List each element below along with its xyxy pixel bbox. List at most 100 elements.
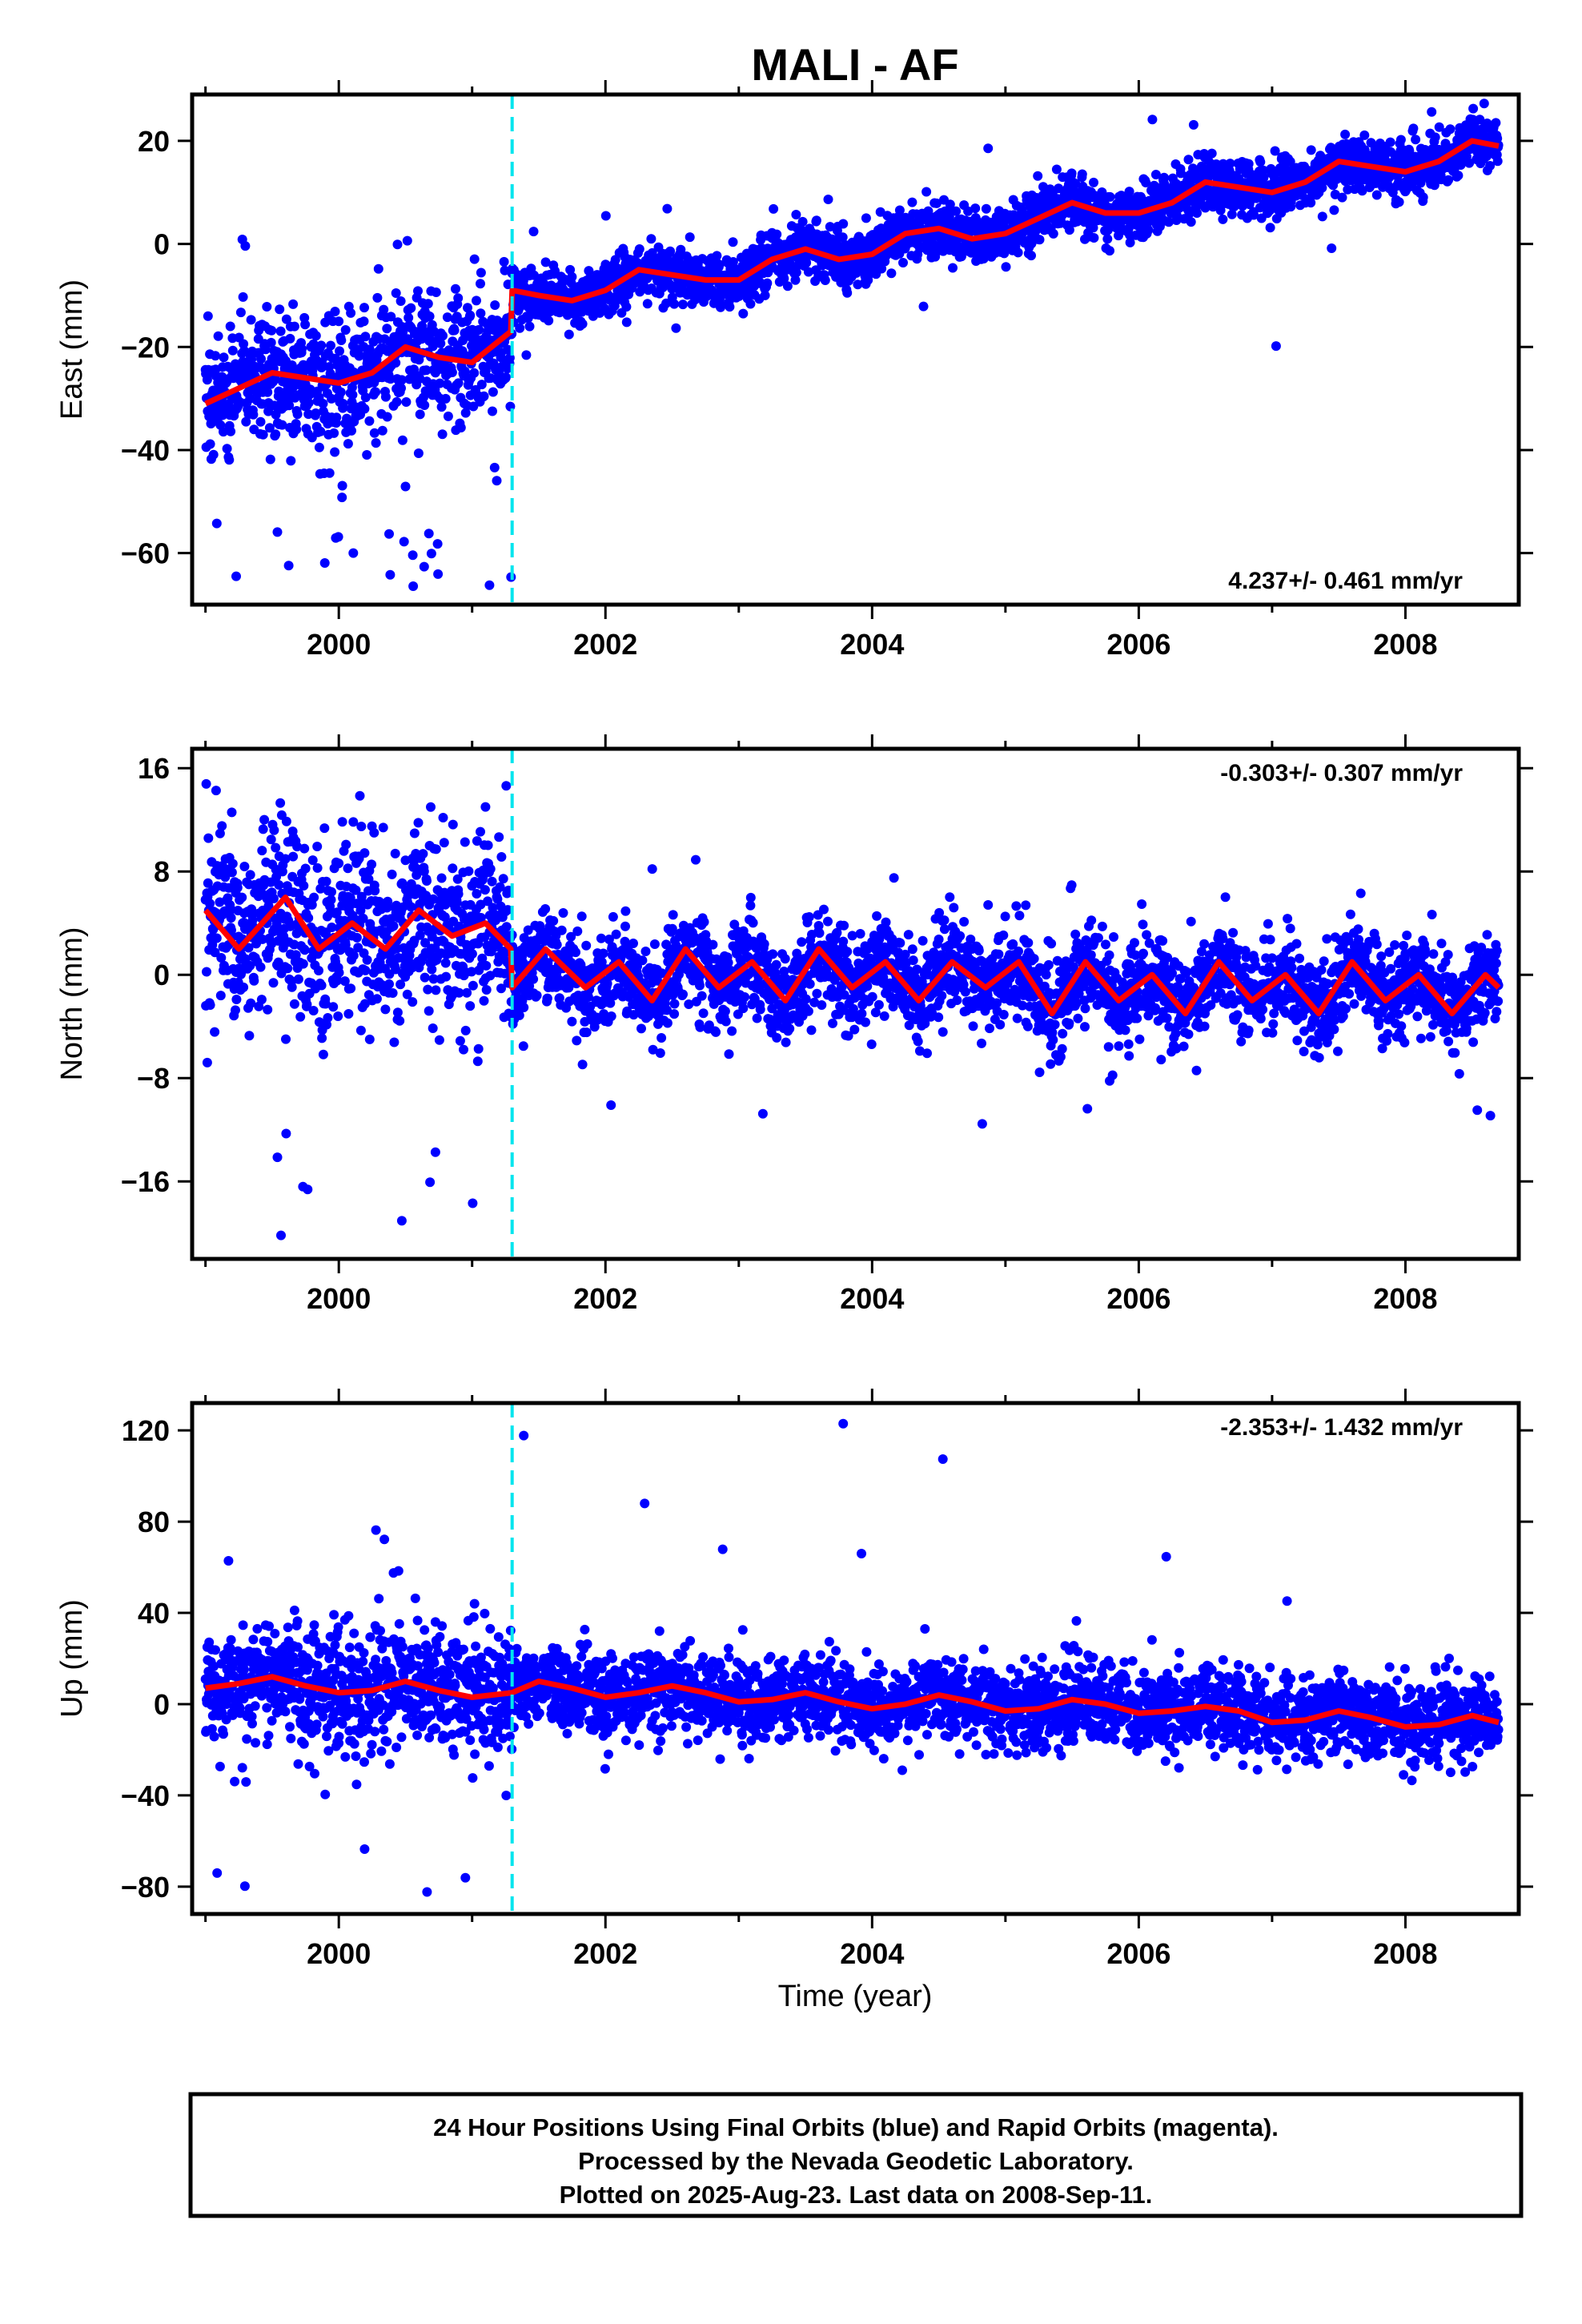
data-point [542, 993, 552, 1003]
data-point [338, 399, 348, 408]
data-point [203, 833, 214, 843]
data-point [291, 424, 302, 435]
data-point [427, 964, 437, 975]
data-point [202, 375, 212, 385]
data-point [861, 213, 871, 223]
data-point [363, 874, 374, 884]
data-point [299, 945, 310, 955]
data-point [1105, 191, 1115, 202]
data-point [1147, 115, 1158, 125]
data-point [249, 975, 259, 986]
data-point [364, 416, 375, 426]
data-point [678, 300, 688, 310]
data-point [342, 413, 352, 424]
data-point [334, 858, 344, 869]
data-point [408, 550, 418, 561]
data-point [762, 278, 773, 288]
data-point [1479, 99, 1489, 109]
data-point [668, 910, 678, 920]
data-point [467, 967, 476, 977]
data-point [685, 232, 695, 243]
data-point [1357, 186, 1367, 196]
data-point [699, 917, 709, 927]
data-point [241, 416, 251, 427]
data-point [356, 822, 367, 831]
data-point [248, 409, 259, 420]
data-point [460, 408, 471, 418]
data-point [319, 823, 330, 834]
data-point [351, 885, 361, 895]
data-point [439, 838, 449, 848]
data-point [695, 1022, 705, 1032]
data-point [1492, 156, 1503, 167]
data-point [208, 449, 219, 460]
data-point [220, 872, 231, 883]
data-point [564, 329, 574, 340]
data-point [886, 268, 897, 279]
data-point [413, 448, 424, 458]
data-point [430, 1147, 440, 1157]
data-point [284, 400, 295, 411]
data-point [388, 921, 399, 931]
data-point [665, 246, 676, 256]
data-point [671, 323, 681, 333]
data-point [465, 1001, 476, 1011]
data-point [472, 836, 482, 846]
data-point [428, 974, 439, 984]
data-point [1317, 211, 1327, 222]
data-point [447, 368, 457, 377]
y-tick-label: −60 [121, 537, 170, 570]
data-point [462, 987, 472, 998]
data-point [577, 319, 588, 329]
data-point [467, 949, 477, 959]
data-point [1102, 234, 1113, 244]
data-point [396, 383, 406, 393]
data-point [801, 258, 812, 268]
data-point [456, 423, 466, 432]
data-point [281, 1128, 291, 1139]
data-point [345, 893, 355, 903]
data-point [581, 940, 592, 951]
data-point [738, 308, 749, 319]
data-point [436, 402, 447, 412]
data-point [1327, 243, 1337, 253]
data-point [725, 302, 735, 312]
data-point [970, 203, 981, 214]
data-point [408, 997, 418, 1007]
data-point [518, 957, 528, 967]
data-point [415, 930, 425, 940]
data-point [372, 292, 383, 303]
data-point [1097, 187, 1107, 197]
data-point [811, 215, 821, 226]
data-point [329, 428, 339, 438]
data-point [1317, 183, 1327, 193]
data-point [948, 263, 958, 273]
data-point [312, 862, 323, 873]
data-point [1453, 171, 1464, 181]
data-point [385, 374, 396, 384]
data-point [314, 442, 324, 452]
data-point [476, 913, 486, 923]
x-tick-label: 2004 [840, 628, 904, 661]
data-point [245, 960, 255, 971]
data-point [300, 320, 311, 330]
data-point [556, 925, 567, 935]
data-point [227, 858, 238, 869]
data-point [288, 299, 299, 309]
data-point [406, 902, 416, 912]
data-point [691, 854, 701, 865]
data-point [656, 1033, 667, 1043]
data-point [842, 287, 853, 298]
data-point [263, 406, 274, 416]
data-point [1225, 159, 1235, 169]
data-point [837, 232, 848, 243]
data-point [1143, 225, 1154, 235]
data-point [265, 454, 275, 464]
data-point [275, 798, 286, 808]
data-point [820, 275, 830, 285]
data-point [443, 411, 453, 421]
data-point [476, 826, 485, 837]
data-point [479, 995, 489, 1006]
data-point [791, 267, 801, 278]
data-point [391, 288, 401, 298]
